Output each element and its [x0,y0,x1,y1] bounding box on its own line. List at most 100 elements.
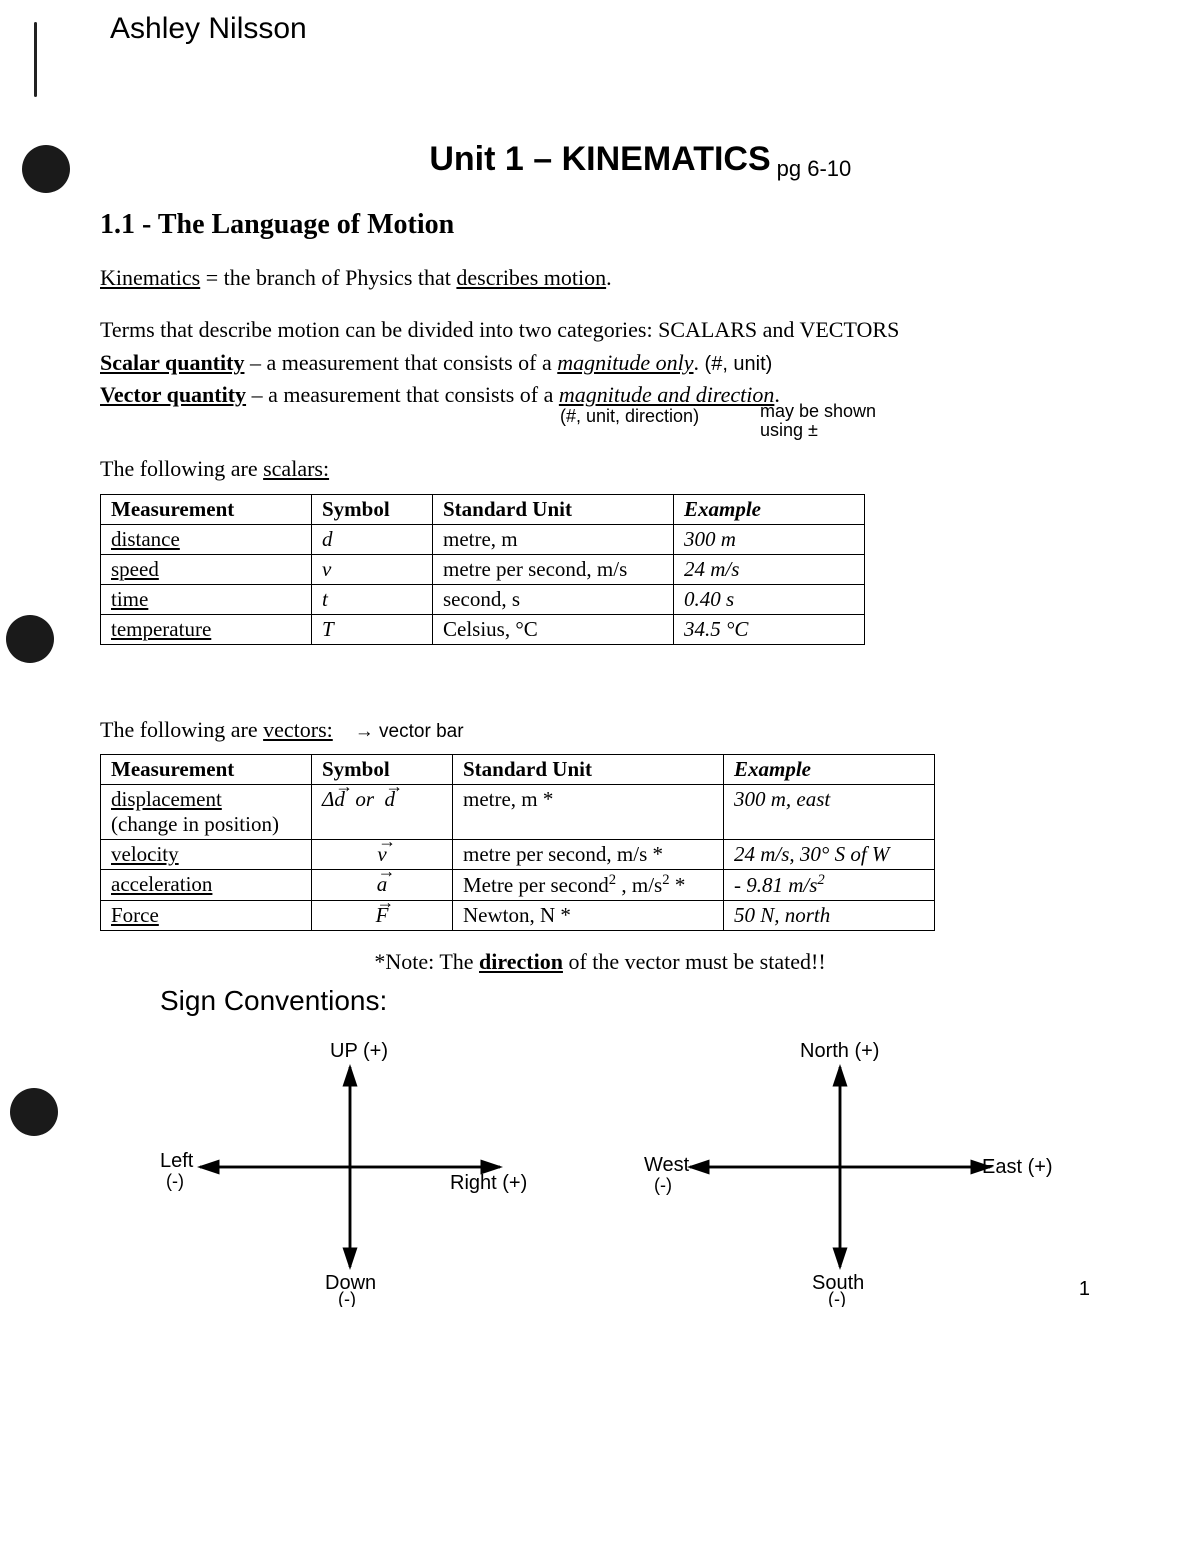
table-row: displacement(change in position) Δd or d… [101,785,935,840]
axis-label-down-sign: (-) [338,1289,356,1307]
title-annotation: pg 6-10 [777,156,852,182]
scalar-mid: – a measurement that consists of a [244,350,557,375]
header-unit: Standard Unit [453,755,724,785]
term-kinematics: Kinematics [100,265,200,290]
scalar-measurement: time [101,584,312,614]
note-b: direction [479,949,563,974]
scalar-example: 300 m [674,524,865,554]
section-heading: 1.1 - The Language of Motion [100,209,1100,241]
header-symbol: Symbol [312,755,453,785]
scalars-intro: The following are scalars: [100,454,1100,484]
scalar-measurement: speed [101,554,312,584]
vector-example: 50 N, north [724,901,935,931]
axis-label-east: East (+) [982,1156,1053,1178]
note-c: of the vector must be stated!! [563,949,826,974]
hole-punch [10,1088,58,1136]
scalar-period: . [694,350,705,375]
axis-label-left: Left [160,1150,194,1172]
table-row: temperatureTCelsius, °C34.5 °C [101,614,865,644]
scalar-measurement: temperature [101,614,312,644]
definition-line: Kinematics = the branch of Physics that … [100,263,1100,293]
vector-measurement: Force [101,901,312,931]
vectors-table: Measurement Symbol Standard Unit Example… [100,754,935,931]
vectors-intro-annotation: → vector bar [355,721,464,742]
note-a: *Note: The [374,949,479,974]
main-title: Unit 1 – KINEMATICS [429,140,770,179]
scalar-example: 34.5 °C [674,614,865,644]
scalar-symbol: ν [312,554,433,584]
header-symbol: Symbol [312,494,433,524]
vector-measurement: acceleration [101,870,312,901]
scalar-def-line: Scalar quantity – a measurement that con… [100,348,1100,378]
header-example: Example [724,755,935,785]
definition-mid: = the branch of Physics that [200,265,456,290]
vector-measurement: velocity [101,840,312,870]
header-measurement: Measurement [101,755,312,785]
scalars-intro-b: scalars: [263,456,329,481]
scalar-term: Scalar quantity [100,350,244,375]
intro-line: Terms that describe motion can be divide… [100,315,1100,345]
axis-label-right: Right (+) [450,1172,527,1194]
vector-annotation-2: may be shown using ± [760,402,920,440]
binder-mark [34,22,37,97]
scalar-symbol: d [312,524,433,554]
axes-up-down-diagram: UP (+) Down (-) Left (-) Right (+) [140,1027,560,1307]
header-example: Example [674,494,865,524]
vector-mid: – a measurement that consists of a [246,382,559,407]
vector-example: 24 m/s, 30° S of W [724,840,935,870]
scalars-table: Measurement Symbol Standard Unit Example… [100,494,865,645]
scalar-em: magnitude only [557,350,693,375]
sign-convention-diagrams: UP (+) Down (-) Left (-) Right (+) North… [100,1027,1100,1307]
page-container: Ashley Nilsson Unit 1 – KINEMATICS pg 6-… [0,0,1200,1551]
axis-label-west-sign: (-) [654,1175,672,1195]
scalar-unit: metre per second, m/s [433,554,674,584]
scalar-example: 0.40 s [674,584,865,614]
vector-term: Vector quantity [100,382,246,407]
vector-annotation-1: (#, unit, direction) [560,404,699,428]
axis-label-up: UP (+) [330,1040,388,1062]
vector-measurement: displacement(change in position) [101,785,312,840]
axis-label-south-sign: (-) [828,1289,846,1307]
title-area: Unit 1 – KINEMATICS pg 6-10 [100,140,1100,179]
vector-unit: metre per second, m/s * [453,840,724,870]
scalar-symbol: t [312,584,433,614]
vectors-intro-a: The following are [100,717,263,742]
scalar-unit: Celsius, °C [433,614,674,644]
axis-label-left-sign: (-) [166,1171,184,1191]
vector-example: 300 m, east [724,785,935,840]
table-row: velocityvmetre per second, m/s *24 m/s, … [101,840,935,870]
vector-unit: metre, m * [453,785,724,840]
table-row: ForceFNewton, N *50 N, north [101,901,935,931]
scalar-unit: second, s [433,584,674,614]
hole-punch [6,615,54,663]
scalar-annotation: (#, unit) [705,353,773,375]
vector-measure-text: displacement [111,787,222,811]
scalar-measurement: distance [101,524,312,554]
hole-punch [22,145,70,193]
vector-unit: Metre per second2 , m/s2 * [453,870,724,901]
table-row: accelerationaMetre per second2 , m/s2 *-… [101,870,935,901]
vectors-intro: The following are vectors: → vector bar [100,715,1100,745]
header-measurement: Measurement [101,494,312,524]
scalar-example: 24 m/s [674,554,865,584]
table-header-row: Measurement Symbol Standard Unit Example [101,755,935,785]
definition-period: . [606,265,612,290]
sign-conventions-title: Sign Conventions: [160,985,1100,1017]
vector-example: - 9.81 m/s2 [724,870,935,901]
vector-unit: Newton, N * [453,901,724,931]
vector-def-line: Vector quantity – a measurement that con… [100,380,1100,410]
table-row: distancedmetre, m300 m [101,524,865,554]
vectors-intro-b: vectors: [263,717,333,742]
axis-label-west: West [644,1154,690,1176]
header-unit: Standard Unit [433,494,674,524]
definition-tail: describes motion [456,265,606,290]
table-row: speedνmetre per second, m/s24 m/s [101,554,865,584]
vector-measure-sub: (change in position) [111,812,279,836]
vector-symbol: F [312,901,453,931]
axis-label-north: North (+) [800,1040,879,1062]
scalar-symbol: T [312,614,433,644]
axes-compass-diagram: North (+) South (-) West (-) East (+) [640,1027,1060,1307]
table-header-row: Measurement Symbol Standard Unit Example [101,494,865,524]
scalar-unit: metre, m [433,524,674,554]
scalars-intro-a: The following are [100,456,263,481]
